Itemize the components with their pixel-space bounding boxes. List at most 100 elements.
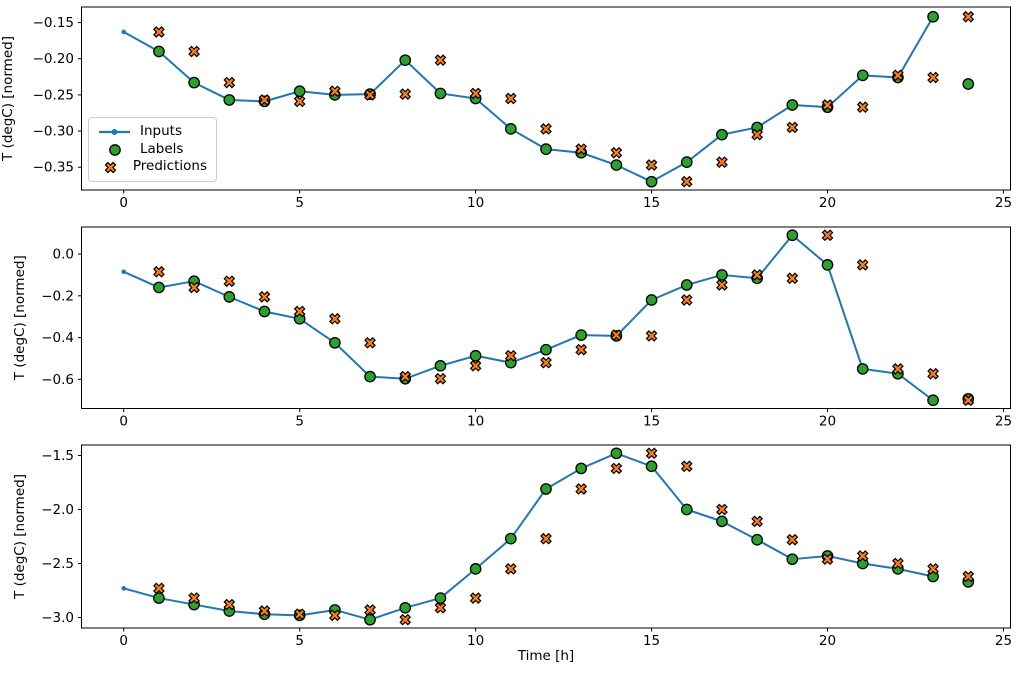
label-point [716,269,728,281]
x-tick-label: 15 [643,414,660,430]
prediction-point [469,87,482,100]
y-tick-label: −0.20 [33,51,74,67]
y-tick-label: −0.30 [33,124,74,140]
label-point [504,123,517,135]
prediction-point [293,305,306,318]
prediction-point [575,143,588,156]
y-axis-title: T (degC) [normed] [0,36,16,162]
y-tick-label: −0.2 [41,288,74,304]
x-tick-label: 10 [467,414,484,430]
label-point [153,45,165,58]
x-tick-label: 5 [295,633,304,649]
axes-frame [81,226,1011,409]
predictions-x-icon [98,160,124,175]
prediction-point [645,159,658,171]
prediction-point [821,99,834,111]
prediction-point [680,294,693,306]
prediction-point [399,370,412,383]
prediction-point [293,608,306,621]
prediction-point [188,281,200,294]
prediction-point [540,532,552,545]
label-point [434,87,447,100]
prediction-point [962,10,975,23]
label-point [927,394,939,407]
prediction-point [364,336,376,349]
prediction-point [786,533,799,546]
x-tick-label: 10 [467,633,484,649]
prediction-point [821,229,834,242]
prediction-point [716,503,728,516]
prediction-point [751,269,764,281]
y-tick-label: −0.6 [41,372,74,388]
prediction-point [610,462,623,475]
prediction-point [540,356,552,369]
subplot-3: 0 5 10 15 20 25 −1.5 −2.0 −2.5 −3.0 T (degC) [norm… [12,444,1012,649]
legend-item-labels: Labels [98,141,207,159]
prediction-point [716,279,728,291]
prediction-point [153,582,165,595]
label-point [399,601,412,614]
prediction-point [927,367,939,380]
label-point [645,294,658,306]
labels-circle-icon [98,143,131,157]
label-point [610,447,623,460]
prediction-point [610,329,623,341]
x-tick-label: 10 [467,195,484,211]
label-point [927,10,939,23]
label-point [856,69,869,82]
label-point [962,78,975,90]
label-point [610,159,623,171]
prediction-point [856,101,869,114]
prediction-point [821,553,834,566]
x-tick-label: 20 [819,195,836,211]
label-point [223,94,236,106]
label-point [223,291,236,303]
prediction-point [504,92,517,105]
prediction-point [469,359,482,372]
label-point [469,349,482,362]
label-point [680,279,693,291]
x-tick-label: 15 [643,195,660,211]
inputs-line [123,234,934,402]
prediction-point [364,604,376,616]
label-point [575,329,588,341]
x-axis-title: Time [h] [517,648,574,664]
label-point [856,363,869,375]
prediction-point [892,557,904,570]
y-axis-title: T (degC) [normed] [12,474,28,600]
x-tick-label: 20 [819,414,836,430]
legend-item-predictions: Predictions [98,158,207,176]
label-point [821,259,834,271]
prediction-point [962,394,975,407]
y-tick-label: −3.0 [41,610,74,626]
legend-label-predictions: Predictions [132,158,207,175]
prediction-point [645,330,658,342]
label-point [786,99,799,111]
prediction-point [153,26,165,38]
prediction-point [223,76,236,89]
label-point [540,343,552,356]
label-point [680,503,693,516]
inputs-line-icon [98,125,131,139]
label-point [293,85,306,98]
prediction-point [153,265,165,278]
prediction-point [504,563,517,575]
y-tick-label: −0.35 [33,160,74,176]
prediction-point [716,156,728,169]
x-tick-label: 5 [295,414,304,430]
label-point [188,76,200,89]
y-tick-label: −2.0 [41,502,74,518]
x-tick-label: 0 [119,195,128,211]
prediction-point [927,71,939,84]
x-tick-label: 20 [819,633,836,649]
prediction-point [575,483,588,495]
prediction-point [786,272,799,285]
label-point [540,483,552,495]
label-point [786,553,799,566]
prediction-point [434,54,447,67]
prediction-point [258,290,271,303]
prediction-point [856,550,869,562]
input-point [121,586,127,591]
axes-frame [81,6,1011,191]
